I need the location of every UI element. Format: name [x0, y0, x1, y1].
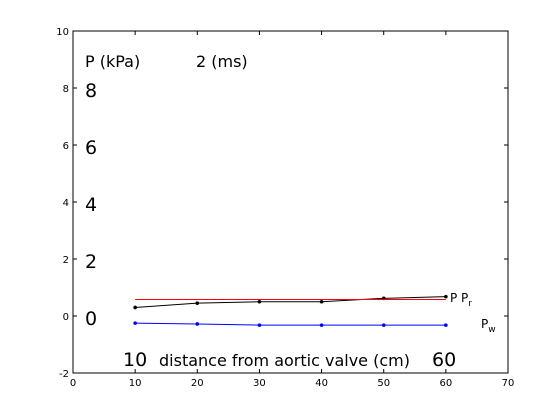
- y-tick-label: -2: [59, 369, 69, 380]
- series-label-p: P: [450, 291, 457, 305]
- data-point-pw: [444, 323, 448, 327]
- series-layer: [133, 294, 448, 327]
- y-tick-label: 4: [63, 198, 69, 209]
- y-tick-label: 0: [63, 312, 69, 323]
- x-start-label: 10: [123, 349, 147, 371]
- x-tick-label: 40: [315, 378, 328, 389]
- x-end-label: 60: [432, 349, 456, 371]
- time-label: 2 (ms): [196, 52, 248, 71]
- x-tick-label: 10: [129, 378, 142, 389]
- data-point-pw: [381, 323, 386, 327]
- x-tick-label: 20: [191, 378, 204, 389]
- y-tick-label: 6: [63, 141, 69, 152]
- y-scale-label-0: 0: [85, 308, 97, 330]
- data-point-pw: [319, 323, 324, 327]
- data-point-pw: [195, 322, 200, 326]
- y-scale-label-6: 6: [85, 137, 97, 159]
- x-tick-label: 30: [253, 378, 266, 389]
- y-tick-label: 2: [63, 255, 69, 266]
- series-label-pw-sub: w: [488, 325, 495, 335]
- plot-area: [72, 30, 509, 374]
- y-tick-label: 8: [63, 84, 69, 95]
- data-point-pw: [257, 323, 262, 327]
- data-point-p: [133, 305, 137, 310]
- y-tick-label: 10: [56, 27, 69, 38]
- series-label-pr: Pr: [461, 291, 472, 309]
- y-axis-label: P (kPa): [85, 52, 140, 71]
- y-scale-label-4: 4: [85, 194, 97, 216]
- x-tick-label: 50: [377, 378, 390, 389]
- y-scale-label-8: 8: [85, 80, 97, 102]
- data-point-p: [257, 299, 262, 304]
- series-pw: [133, 321, 448, 327]
- data-point-p: [444, 294, 448, 299]
- x-tick-label: 70: [502, 378, 515, 389]
- x-tick-label: 0: [70, 378, 76, 389]
- x-tick-label: 60: [439, 378, 452, 389]
- data-point-pw: [133, 321, 137, 325]
- series-label-pw: Pw: [481, 317, 496, 335]
- data-point-p: [195, 301, 200, 305]
- x-axis-label: distance from aortic valve (cm): [159, 351, 410, 370]
- series-label-pr-sub: r: [468, 299, 472, 309]
- series-line-p: [135, 296, 446, 308]
- series-line-pw: [135, 322, 446, 326]
- series-label-pr-main: P: [461, 291, 468, 305]
- series-p: [133, 294, 448, 310]
- data-point-p: [319, 299, 324, 304]
- y-scale-label-2: 2: [85, 251, 97, 273]
- series-label-pw-main: P: [481, 317, 488, 331]
